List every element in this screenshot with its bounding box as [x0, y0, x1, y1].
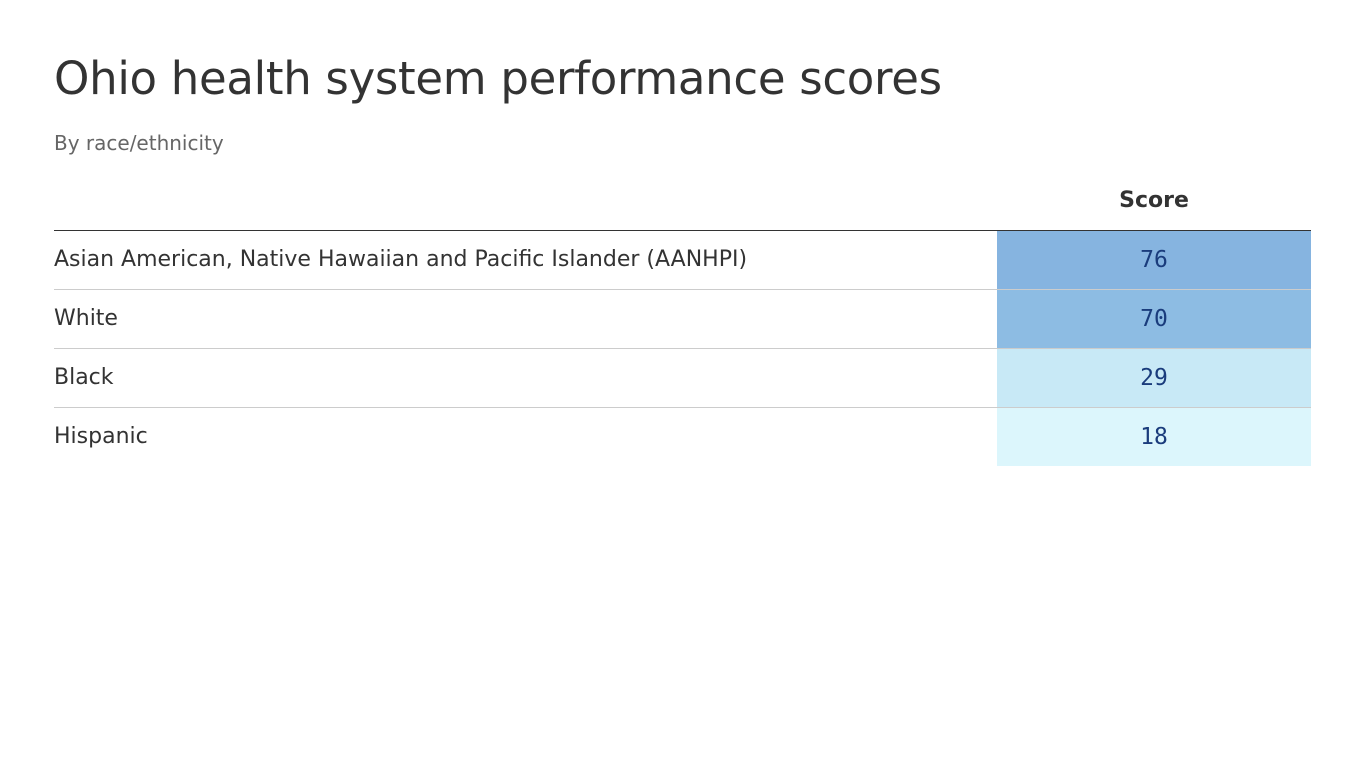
table-header: Score	[54, 180, 1311, 231]
table-row: White 70	[54, 290, 1311, 349]
row-label: Black	[54, 365, 114, 390]
chart-title: Ohio health system performance scores	[54, 52, 942, 105]
table-row: Black 29	[54, 349, 1311, 408]
score-cell: 18	[997, 408, 1311, 466]
score-cell: 76	[997, 231, 1311, 289]
score-cell: 29	[997, 349, 1311, 407]
score-table: Score Asian American, Native Hawaiian an…	[54, 180, 1311, 466]
row-label: Asian American, Native Hawaiian and Paci…	[54, 247, 748, 272]
row-label: Hispanic	[54, 424, 148, 449]
row-label: White	[54, 306, 118, 331]
table-row: Asian American, Native Hawaiian and Paci…	[54, 231, 1311, 290]
score-cell: 70	[997, 290, 1311, 348]
score-column-header: Score	[1119, 188, 1189, 213]
table-row: Hispanic 18	[54, 408, 1311, 466]
chart-subtitle: By race/ethnicity	[54, 131, 224, 155]
